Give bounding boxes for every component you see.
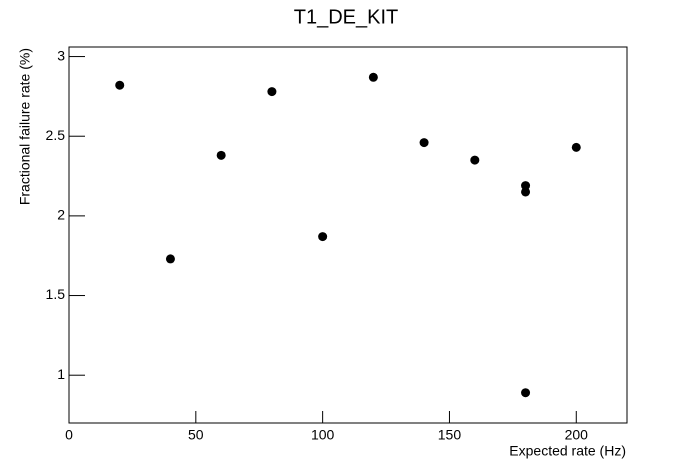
x-tick-label: 0 [65, 427, 73, 443]
point [368, 72, 378, 82]
point [521, 181, 531, 191]
point [115, 80, 125, 90]
point [165, 254, 175, 264]
point [470, 155, 480, 165]
x-tick-label: 150 [438, 427, 462, 443]
chart-title: T1_DE_KIT [294, 6, 398, 28]
point [521, 388, 531, 398]
point [571, 142, 581, 152]
y-tick-label: 1.5 [46, 286, 66, 302]
x-tick-label: 50 [188, 427, 204, 443]
y-tick-label: 2 [57, 207, 65, 223]
x-tick-label: 200 [565, 427, 589, 443]
point [521, 187, 531, 197]
y-axis-label: Fractional failure rate (%) [17, 48, 33, 205]
plot-frame [68, 46, 628, 424]
point [267, 87, 277, 97]
point [318, 232, 328, 242]
y-tick-label: 3 [57, 47, 65, 63]
y-tick-label: 1 [57, 366, 65, 382]
x-axis-label: Expected rate (Hz) [509, 443, 626, 459]
y-tick-label: 2.5 [46, 127, 66, 143]
point [419, 138, 429, 148]
point [216, 150, 226, 160]
x-tick-label: 100 [311, 427, 335, 443]
